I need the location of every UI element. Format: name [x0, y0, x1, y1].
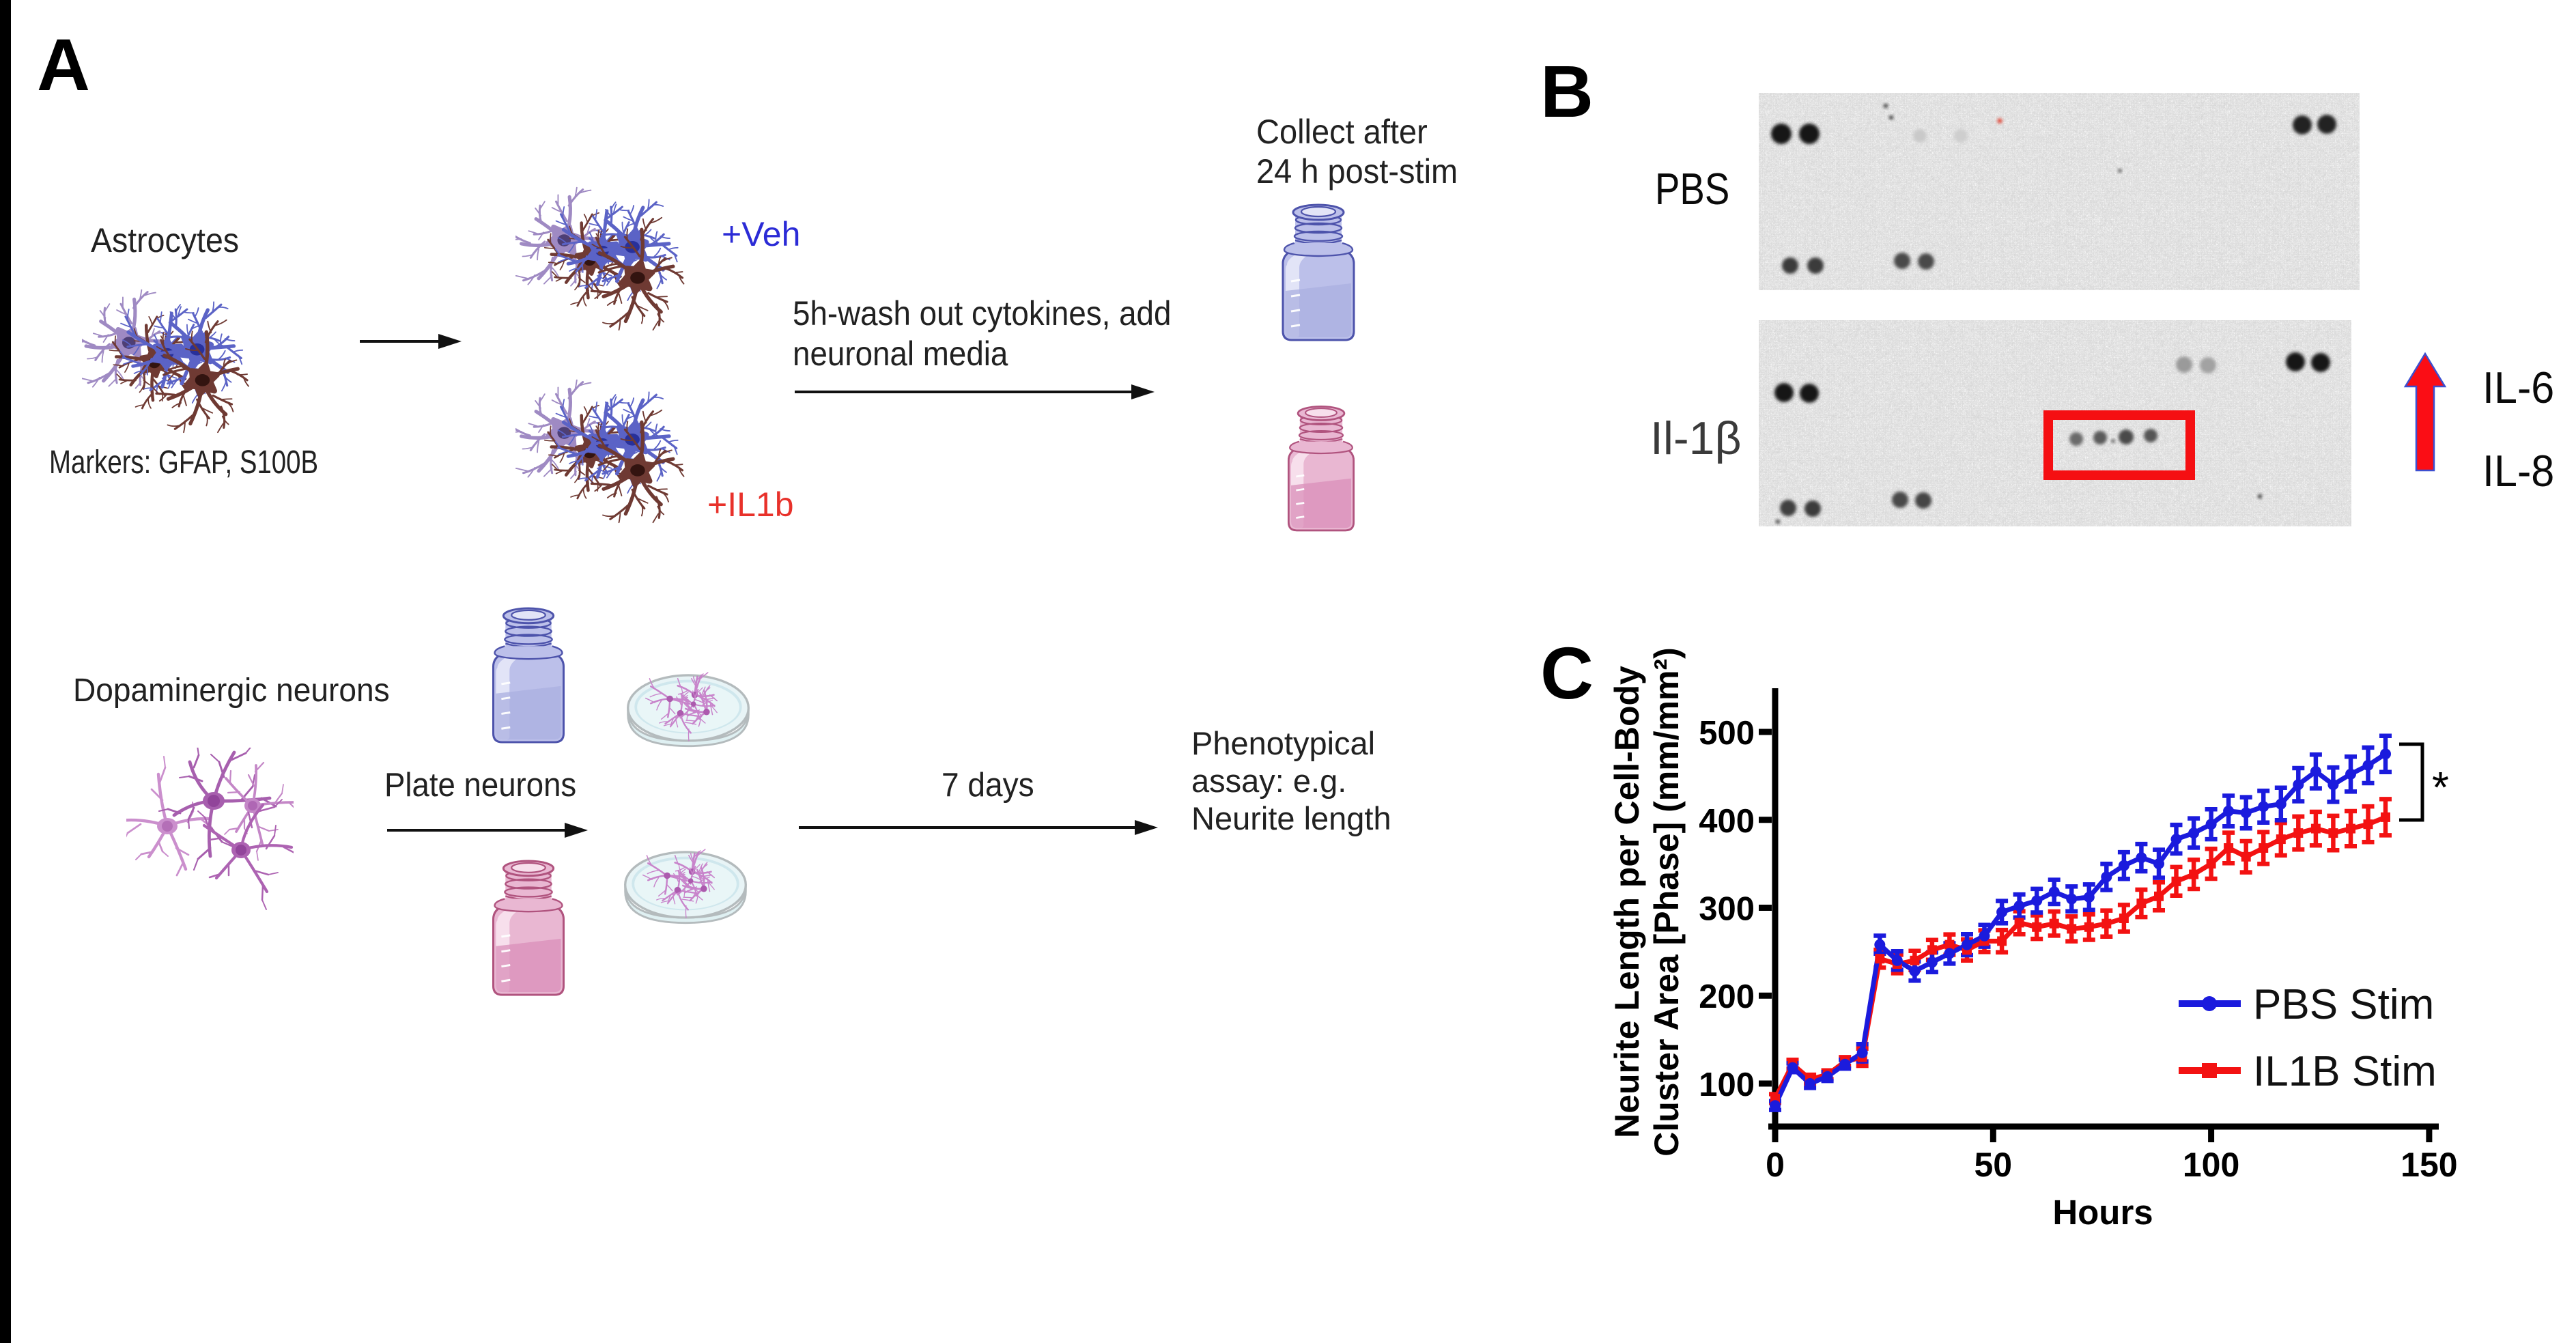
- svg-text:100: 100: [1699, 1066, 1755, 1103]
- svg-text:150: 150: [2401, 1146, 2457, 1184]
- svg-text:*: *: [2432, 763, 2449, 812]
- svg-text:PBS Stim: PBS Stim: [2253, 981, 2434, 1028]
- svg-text:Hours: Hours: [2052, 1193, 2153, 1232]
- svg-text:50: 50: [1974, 1146, 2012, 1184]
- svg-text:IL1B Stim: IL1B Stim: [2253, 1048, 2437, 1095]
- svg-text:100: 100: [2183, 1146, 2239, 1184]
- svg-text:300: 300: [1699, 891, 1755, 928]
- svg-text:400: 400: [1699, 803, 1755, 840]
- svg-text:500: 500: [1699, 715, 1755, 752]
- svg-text:200: 200: [1699, 978, 1755, 1015]
- svg-text:0: 0: [1766, 1146, 1785, 1184]
